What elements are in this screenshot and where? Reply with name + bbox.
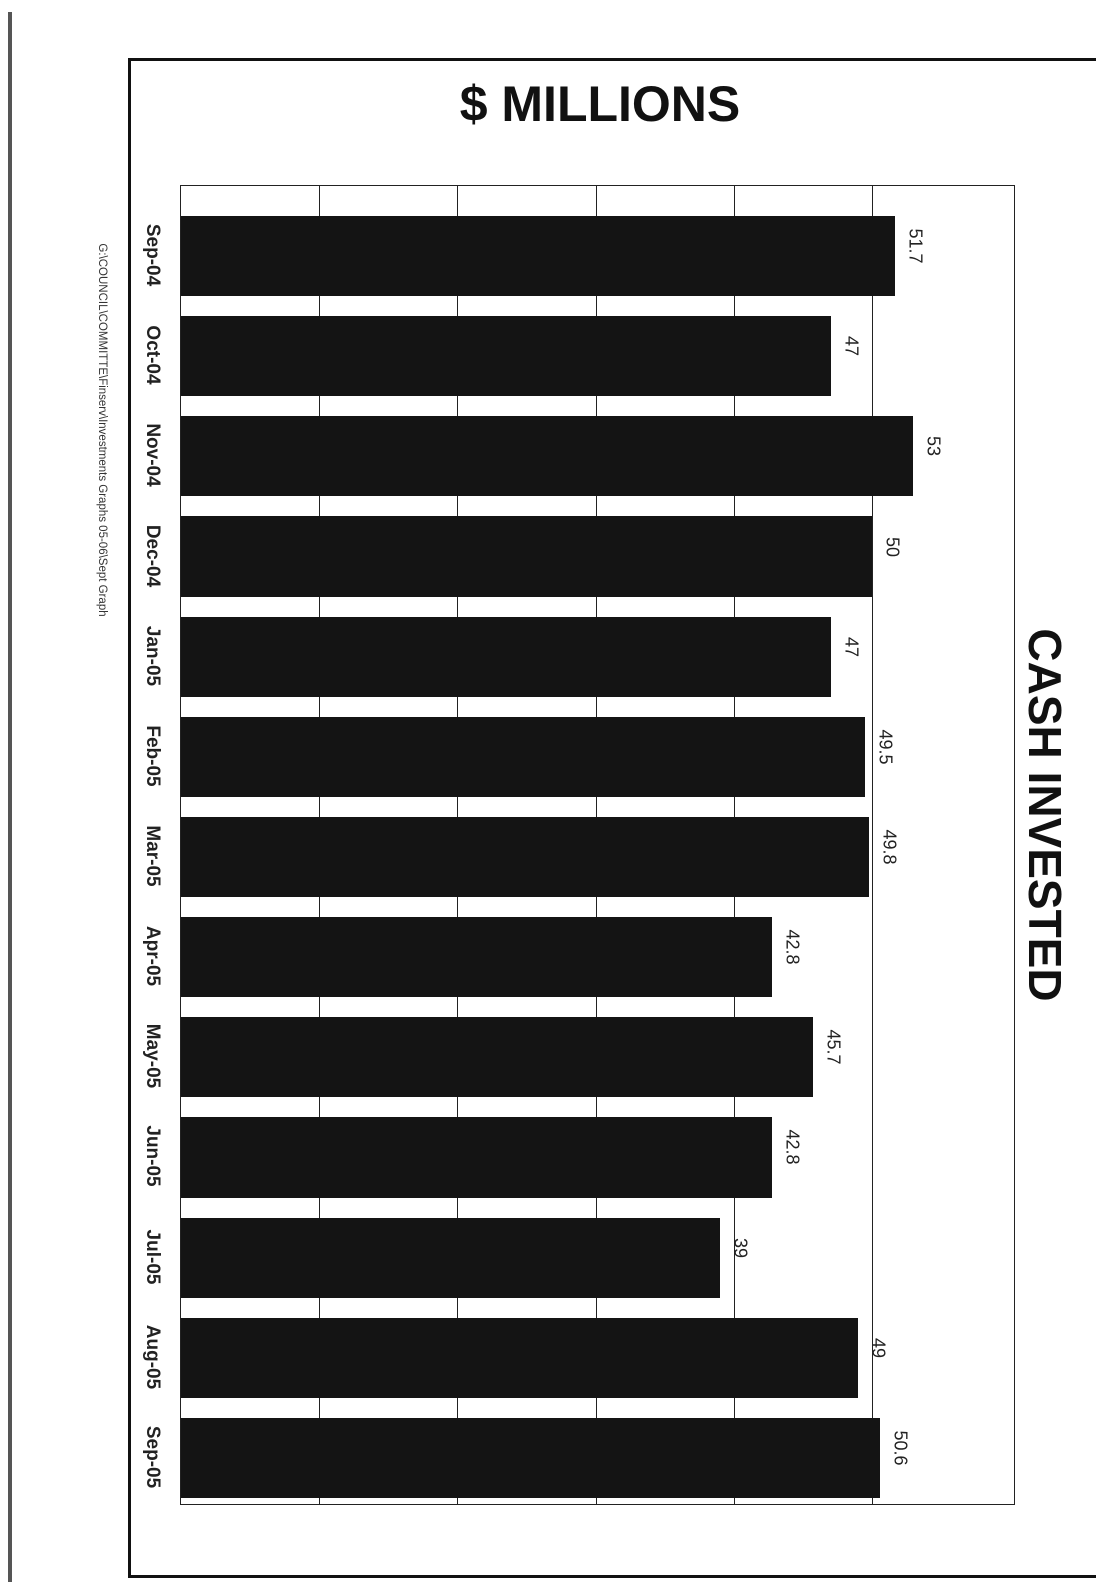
bar-mar-05 — [181, 816, 870, 898]
data-label: 49 — [868, 1337, 889, 1358]
bar-feb-05 — [181, 716, 866, 797]
bar-nov-04 — [181, 416, 914, 497]
category-label: Nov-04 — [142, 423, 163, 488]
bar-jun-05 — [181, 1117, 773, 1198]
category-label: Feb-05 — [142, 725, 163, 787]
data-label: 39 — [730, 1237, 751, 1258]
bar-jan-05 — [181, 616, 831, 697]
data-label: 53 — [923, 436, 944, 457]
category-label: Oct-04 — [142, 325, 163, 385]
category-label: May-05 — [142, 1024, 163, 1089]
category-label: Jul-05 — [142, 1229, 163, 1285]
bar-oct-04 — [181, 316, 831, 397]
binder-edge — [8, 12, 12, 1582]
data-label: 45.7 — [823, 1029, 844, 1065]
category-label: Sep-04 — [142, 223, 163, 287]
chart-title: CASH INVESTED — [1019, 628, 1071, 1002]
bar-jul-05 — [181, 1217, 720, 1298]
data-label: 42.8 — [782, 1129, 803, 1165]
bar-aug-05 — [181, 1317, 859, 1398]
bar-apr-05 — [181, 917, 773, 998]
bar-may-05 — [181, 1017, 813, 1098]
category-label: Dec-04 — [142, 524, 163, 587]
data-label: 50 — [882, 536, 903, 557]
file-path-footer: G:\COUNCIL\COMMITTE\Finserv\Investments … — [96, 243, 108, 617]
data-label: 47 — [841, 336, 862, 357]
bar-dec-04 — [181, 516, 872, 597]
category-label: Jan-05 — [142, 625, 163, 686]
data-label: 51.7 — [905, 228, 926, 264]
bar-sep-05 — [181, 1417, 881, 1498]
data-label: 42.8 — [782, 929, 803, 965]
bar-sep-04 — [181, 216, 896, 297]
data-label: 49.5 — [875, 729, 896, 765]
category-label: Mar-05 — [142, 825, 163, 887]
category-label: Jun-05 — [142, 1125, 163, 1188]
chart-frame — [128, 58, 1096, 1578]
category-label: Apr-05 — [142, 926, 163, 987]
category-label: Aug-05 — [142, 1324, 163, 1389]
data-label: 49.8 — [879, 829, 900, 865]
gridline — [872, 186, 873, 1504]
data-label: 47 — [841, 636, 862, 657]
plot-area: 51.7 47 53 50 47 49.5 49.8 42.8 45.7 42.8 39 49 50.6 — [180, 185, 1015, 1505]
axis-title-millions: $ MILLIONS — [459, 76, 741, 132]
category-label: Sep-05 — [142, 1425, 163, 1489]
data-label: 50.6 — [890, 1430, 911, 1466]
